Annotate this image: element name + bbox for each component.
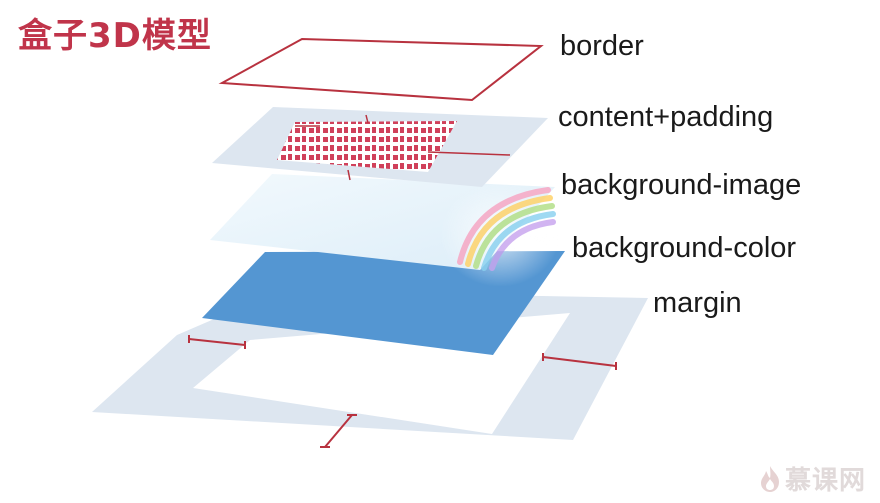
content-padding-layer [212,107,548,187]
border-label: border [560,30,644,62]
border-layer [218,37,544,102]
page-title: 盒子3D模型 [18,16,212,56]
margin-frame [92,291,648,440]
background-image-layer [210,174,560,287]
margin-indicator-left [188,338,246,346]
rainbow-icon [440,183,560,287]
margin-layer [92,291,648,448]
content-area [277,121,457,172]
background-image-label: background-image [561,169,802,201]
background-color-label: background-color [572,232,797,264]
margin-indicator-right [542,356,617,367]
margin-label: margin [653,287,742,319]
imooc-logo: 慕课网 [759,460,866,497]
content-padding-label: content+padding [558,101,774,133]
margin-indicator-bottom [324,414,353,448]
flame-icon [760,465,779,492]
logo-text: 慕课网 [784,466,866,496]
